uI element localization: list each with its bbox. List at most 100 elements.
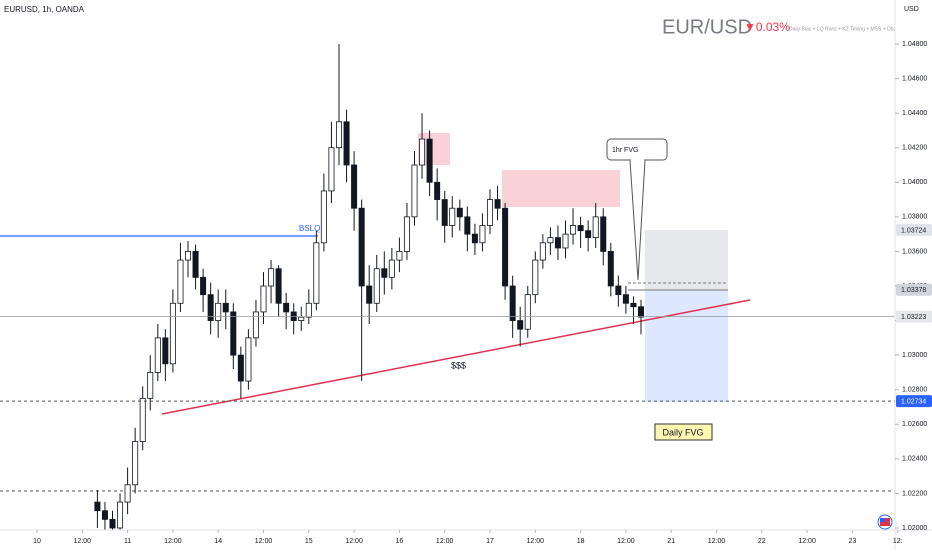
target-zone bbox=[645, 290, 728, 402]
candle-body bbox=[554, 237, 561, 249]
candle-body bbox=[124, 484, 131, 503]
change: ▼0.03% bbox=[744, 20, 790, 34]
price-axis bbox=[895, 0, 932, 550]
x-tick-label: 12:00 bbox=[164, 538, 182, 545]
candle-body bbox=[585, 230, 592, 239]
candle-body bbox=[207, 294, 214, 321]
candle-body bbox=[222, 302, 229, 313]
candle-body bbox=[283, 302, 290, 313]
candle-body bbox=[154, 337, 161, 373]
candle-body bbox=[622, 294, 629, 304]
candle-body bbox=[547, 237, 554, 244]
candle-body bbox=[615, 285, 622, 296]
price-badge bbox=[896, 310, 932, 323]
candle-body bbox=[638, 306, 645, 318]
candle-body bbox=[252, 311, 259, 339]
x-tick-label: 18 bbox=[577, 538, 585, 545]
x-tick-label: 23 bbox=[849, 538, 857, 545]
price-badge bbox=[896, 395, 932, 408]
candle-body bbox=[471, 233, 478, 244]
flag-icon bbox=[877, 514, 893, 530]
candle-body bbox=[169, 302, 176, 365]
candle-body bbox=[456, 207, 463, 218]
x-tick-label: 12:00 bbox=[527, 538, 545, 545]
candle-body bbox=[434, 181, 441, 200]
daily-fvg-text: Daily FVG bbox=[662, 427, 703, 437]
candle-body bbox=[366, 285, 373, 304]
bslq-label: BSLQ bbox=[299, 224, 320, 233]
candle-body bbox=[139, 397, 146, 442]
y-tick-label: 1.04800 bbox=[902, 41, 927, 48]
x-tick-label: 12:00 bbox=[74, 538, 92, 545]
callout-text: 1hr FVG bbox=[612, 147, 638, 154]
candle-body bbox=[577, 225, 584, 232]
candle-body bbox=[600, 216, 607, 252]
candle-body bbox=[539, 242, 546, 261]
candle-body bbox=[101, 510, 108, 520]
x-tick-label: 17 bbox=[486, 538, 494, 545]
y-tick-label: 1.02800 bbox=[902, 387, 927, 394]
daily-fvg-box bbox=[654, 423, 713, 441]
x-tick-label: 12:00 bbox=[436, 538, 454, 545]
x-tick-label: 22 bbox=[758, 538, 766, 545]
candle-body bbox=[562, 233, 569, 249]
price-badge bbox=[896, 223, 932, 236]
x-tick-label: 21 bbox=[667, 538, 675, 545]
candle-body bbox=[298, 316, 305, 321]
y-tick-label: 1.03600 bbox=[902, 248, 927, 255]
x-tick-label: 10 bbox=[33, 538, 41, 545]
chart-title: EURUSD, 1h, OANDA bbox=[4, 5, 85, 14]
x-tick-label: 12: bbox=[893, 538, 903, 545]
candle-body bbox=[162, 337, 169, 365]
candle-body bbox=[313, 242, 320, 304]
symbol-watermark: EUR/USD bbox=[662, 16, 752, 38]
candle-body bbox=[607, 251, 614, 287]
candle-body bbox=[230, 311, 237, 356]
currency: USD bbox=[904, 6, 919, 13]
candle-body bbox=[486, 199, 493, 226]
candle-body bbox=[260, 285, 267, 313]
candle-body bbox=[275, 268, 282, 304]
y-tick-label: 1.02200 bbox=[902, 490, 927, 497]
candle-body bbox=[411, 164, 418, 218]
fvg-zone bbox=[502, 170, 620, 207]
y-tick-label: 1.03000 bbox=[902, 352, 927, 359]
candle-body bbox=[381, 268, 388, 278]
candle-body bbox=[509, 285, 516, 321]
plot-area bbox=[0, 44, 895, 530]
candle-body bbox=[215, 302, 222, 321]
candle-body bbox=[524, 294, 531, 330]
candle-body bbox=[517, 320, 524, 330]
x-tick-label: 12:00 bbox=[345, 538, 363, 545]
candle-body bbox=[237, 354, 244, 382]
candle-body bbox=[268, 268, 275, 287]
candle-body bbox=[592, 216, 599, 239]
liquidity-label: $$$ bbox=[451, 360, 466, 370]
candle-body bbox=[479, 225, 486, 244]
x-tick-label: 12:00 bbox=[255, 538, 273, 545]
y-tick-label: 1.04400 bbox=[902, 110, 927, 117]
candle-body bbox=[630, 302, 637, 308]
candle-body bbox=[117, 501, 124, 529]
x-tick-label: 11 bbox=[124, 538, 131, 545]
price-badge-label: 1.03724 bbox=[901, 227, 926, 234]
y-tick-label: 1.02400 bbox=[902, 456, 927, 463]
overlay: 1hr FVG BSLQ $$$ Daily FVG EURUSD, 1h, O… bbox=[4, 5, 896, 441]
candle-body bbox=[200, 276, 207, 296]
x-tick-label: 15 bbox=[305, 538, 313, 545]
candle-body bbox=[419, 138, 426, 166]
candle-body bbox=[245, 337, 252, 382]
candle-body bbox=[426, 138, 433, 183]
y-tick-label: 1.02600 bbox=[902, 421, 927, 428]
price-badge-label: 1.03223 bbox=[901, 314, 926, 321]
y-tick-label: 1.04200 bbox=[902, 145, 927, 152]
candle-body bbox=[132, 441, 139, 486]
y-tick-label: 1.02000 bbox=[902, 525, 927, 532]
candle-body bbox=[388, 259, 395, 278]
y-tick-label: 1.03800 bbox=[902, 214, 927, 221]
x-tick-label: 16 bbox=[396, 538, 404, 545]
candle-body bbox=[147, 372, 154, 399]
candle-body bbox=[305, 302, 312, 318]
